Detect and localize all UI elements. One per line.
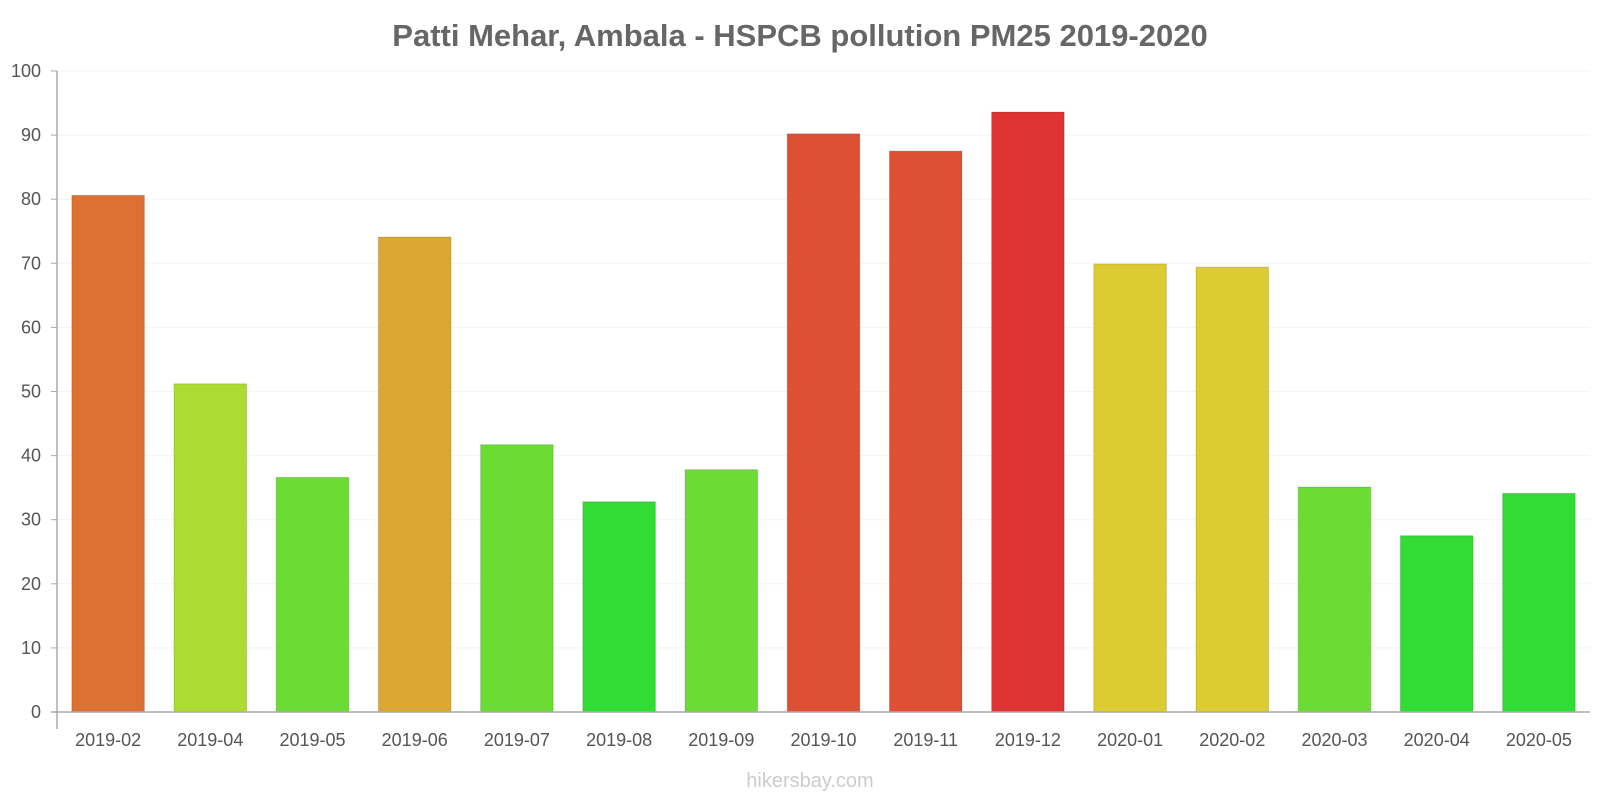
bar-2019-06: [377, 236, 452, 713]
bar-2020-03: [1297, 486, 1372, 713]
y-tick-label: 40: [21, 446, 41, 466]
bar-2020-02: [1195, 266, 1270, 713]
x-axis-ticks: 2019-02 2019-04 2019-05 2019-06 2019-07 2019-…: [75, 730, 1572, 750]
x-tick-label: 2019-12: [995, 730, 1061, 750]
x-tick-label: 2020-05: [1506, 730, 1572, 750]
x-tick-label: 2019-05: [279, 730, 345, 750]
bar-2019-04: [173, 383, 248, 713]
x-tick-label: 2019-11: [893, 730, 958, 750]
y-tick-label: 0: [31, 702, 41, 722]
y-axis-ticks: 0 10 20 30 40 50 60 70 80 90 100: [11, 61, 57, 722]
y-tick-label: 20: [21, 574, 41, 594]
y-tick-label: 80: [21, 189, 41, 209]
y-tick-label: 60: [21, 317, 41, 337]
x-tick-label: 2020-02: [1199, 730, 1265, 750]
x-tick-label: 2019-02: [75, 730, 141, 750]
bar-2020-01: [1093, 263, 1167, 713]
bar-2019-11: [888, 150, 963, 713]
bar-2019-12: [991, 111, 1065, 713]
bar-2020-05: [1502, 492, 1576, 713]
x-tick-label: 2020-04: [1404, 730, 1470, 750]
y-tick-label: 90: [21, 125, 41, 145]
watermark: hikersbay.com: [746, 770, 873, 792]
x-tick-label: 2019-10: [790, 730, 856, 750]
y-tick-label: 70: [21, 253, 41, 273]
y-tick-label: 100: [11, 61, 41, 81]
bar-2019-10: [786, 133, 861, 713]
x-tick-label: 2019-08: [586, 730, 652, 750]
bar-2019-07: [480, 444, 554, 713]
x-tick-label: 2020-03: [1301, 730, 1367, 750]
chart-title: Patti Mehar, Ambala - HSPCB pollution PM…: [392, 18, 1207, 53]
x-tick-label: 2019-07: [484, 730, 550, 750]
bars: [71, 111, 1576, 713]
bar-2019-09: [684, 469, 759, 713]
y-tick-label: 30: [21, 510, 41, 530]
axes: [51, 71, 1590, 729]
y-tick-label: 50: [21, 382, 41, 402]
x-tick-label: 2019-09: [688, 730, 754, 750]
x-tick-label: 2019-06: [382, 730, 448, 750]
bar-2019-05: [275, 476, 350, 713]
x-tick-label: 2020-01: [1097, 730, 1163, 750]
x-tick-label: 2019-04: [177, 730, 243, 750]
bar-2020-04: [1399, 535, 1474, 713]
bar-2019-08: [582, 501, 656, 713]
y-tick-label: 10: [21, 638, 41, 658]
bar-2019-02: [71, 194, 145, 713]
